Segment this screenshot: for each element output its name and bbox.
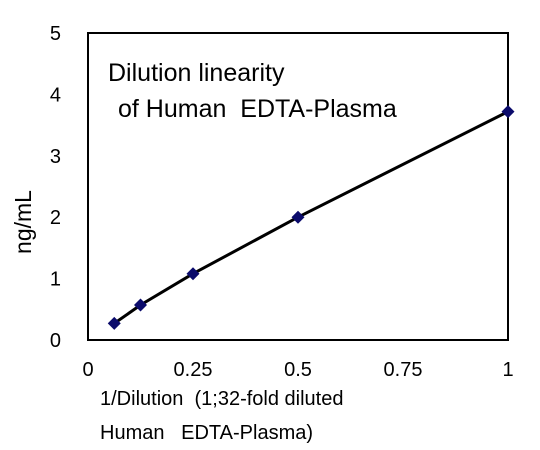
y-tick-label: 1 bbox=[50, 269, 61, 291]
x-axis-label-line-2: Human EDTA-Plasma) bbox=[100, 422, 313, 444]
x-ticks: 0 0.25 0.5 0.75 1 bbox=[82, 359, 513, 381]
data-point-marker bbox=[501, 105, 515, 119]
data-point-marker bbox=[186, 267, 200, 281]
x-tick-label: 1 bbox=[502, 359, 513, 381]
series-line bbox=[113, 110, 509, 325]
y-tick-label: 2 bbox=[50, 207, 61, 229]
data-point-marker bbox=[134, 298, 147, 312]
x-tick-label: 0.25 bbox=[174, 359, 213, 381]
data-point-marker bbox=[107, 316, 121, 330]
x-axis-label-line-1: 1/Dilution (1;32-fold diluted bbox=[100, 388, 343, 410]
plot-area-frame bbox=[87, 32, 509, 341]
data-point-marker bbox=[291, 210, 305, 224]
y-ticks: 0 1 2 3 4 5 bbox=[50, 23, 61, 352]
chart-title-line-1: Dilution linearity bbox=[108, 59, 285, 87]
chart-title-line-2: of Human EDTA-Plasma bbox=[118, 95, 397, 123]
x-tick-label: 0.75 bbox=[384, 359, 423, 381]
x-tick-label: 0 bbox=[82, 359, 93, 381]
series-markers bbox=[107, 105, 515, 330]
y-tick-label: 0 bbox=[50, 330, 61, 352]
x-tick-label: 0.5 bbox=[284, 359, 312, 381]
y-tick-label: 3 bbox=[50, 146, 61, 168]
y-tick-label: 4 bbox=[50, 84, 61, 106]
y-tick-label: 5 bbox=[50, 23, 61, 45]
y-axis-label: ng/mL bbox=[10, 190, 36, 254]
